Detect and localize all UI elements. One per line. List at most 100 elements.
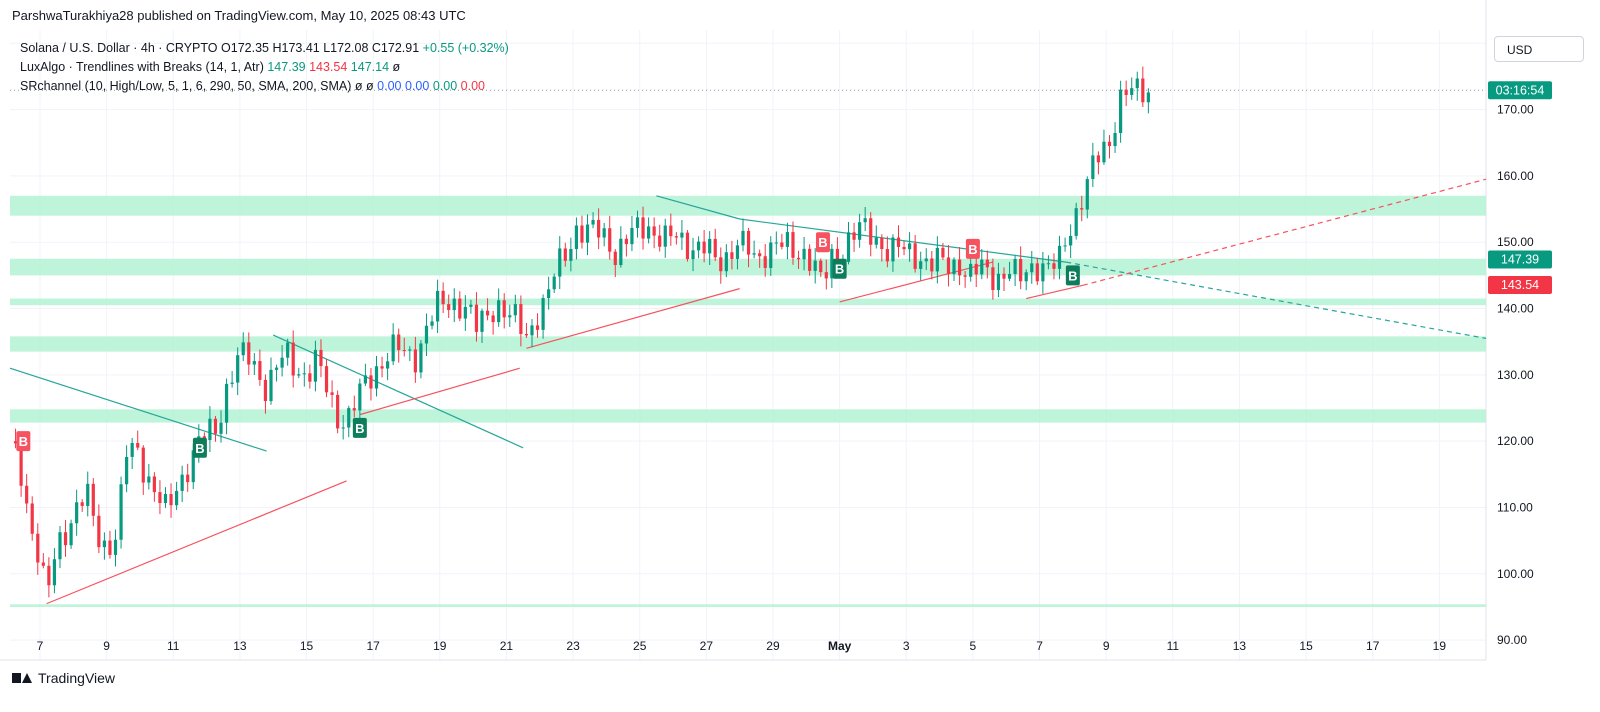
- candle-body: [1091, 155, 1095, 180]
- candle-body: [680, 232, 684, 238]
- candle-body: [236, 355, 240, 383]
- candle-body: [891, 237, 895, 262]
- candle-body: [397, 334, 401, 351]
- break-buy-marker: [832, 258, 847, 279]
- candle-body: [1046, 263, 1051, 265]
- publish-attribution: ParshwaTurakhiya28 published on TradingV…: [12, 8, 466, 23]
- sr-zone: [10, 336, 1486, 352]
- candle-body: [963, 275, 967, 277]
- indicator-1-name: LuxAlgo · Trendlines with Breaks (14, 1,…: [20, 60, 264, 74]
- indicator-1-value-1: 147.39: [267, 60, 306, 74]
- candle-body: [802, 248, 806, 260]
- legend-indicator-2[interactable]: SRchannel (10, High/Low, 5, 1, 6, 290, 5…: [20, 77, 509, 96]
- indicator-2-value-4: 0.00: [460, 79, 485, 93]
- candle-body: [1019, 258, 1023, 282]
- candle-body: [824, 272, 828, 279]
- candle-body: [108, 540, 112, 555]
- candle-body: [674, 236, 678, 238]
- candle-body: [125, 456, 129, 485]
- candle-body: [785, 232, 790, 247]
- candle-body: [47, 565, 51, 586]
- candle-body: [180, 474, 184, 491]
- x-tick-label: 29: [766, 639, 780, 653]
- trendline-resistance: [656, 195, 740, 220]
- candle-body: [913, 243, 917, 269]
- indicator-2-value-0: ø ø: [354, 79, 374, 93]
- candle-body: [985, 259, 989, 268]
- candle-body: [113, 539, 118, 555]
- candle-body: [163, 494, 168, 504]
- indicator-1-value-2: 143.54: [309, 60, 348, 74]
- candle-body: [730, 252, 734, 259]
- candle-body: [1041, 263, 1045, 282]
- candle-body: [1085, 179, 1089, 210]
- x-tick-label: 3: [903, 639, 910, 653]
- candle-body: [1069, 235, 1073, 246]
- break-marker-label: B: [355, 421, 364, 436]
- price-axis-label-text: 143.54: [1501, 278, 1539, 292]
- candle-body: [735, 245, 740, 259]
- candle-body: [619, 238, 623, 266]
- currency-button[interactable]: USD: [1494, 36, 1584, 62]
- candle-body: [1074, 208, 1078, 236]
- candle-body: [147, 476, 151, 483]
- tradingview-footer[interactable]: TradingView: [12, 670, 115, 686]
- x-tick-label: 7: [37, 639, 44, 653]
- candle-body: [819, 260, 823, 273]
- candle-body: [213, 418, 218, 434]
- candle-body: [291, 342, 295, 376]
- candle-body: [713, 238, 717, 258]
- price-axis-label-text: 03:16:54: [1496, 83, 1545, 97]
- candle-body: [580, 225, 584, 243]
- candle-body: [358, 383, 362, 411]
- y-tick-label: 120.00: [1497, 434, 1534, 448]
- candle-body: [97, 515, 101, 548]
- break-marker-label: B: [19, 434, 28, 449]
- trendline-support: [1082, 178, 1487, 286]
- ohlc-change: +0.55 (+0.32%): [422, 41, 509, 55]
- trendline-resistance: [1066, 261, 1487, 339]
- break-sell-marker: [965, 238, 980, 259]
- legend-symbol-row: Solana / U.S. Dollar · 4h · CRYPTO O172.…: [20, 39, 509, 58]
- symbol-name[interactable]: Solana / U.S. Dollar · 4h · CRYPTO: [20, 41, 218, 55]
- candle-body: [1107, 141, 1112, 147]
- candle-body: [430, 321, 434, 326]
- candle-body: [502, 300, 506, 318]
- candle-body: [608, 228, 612, 252]
- candle-body: [796, 257, 801, 260]
- candle-body: [1024, 272, 1028, 282]
- candle-body: [858, 222, 862, 240]
- legend-indicator-1[interactable]: LuxAlgo · Trendlines with Breaks (14, 1,…: [20, 58, 509, 77]
- indicator-2-name: SRchannel (10, High/Low, 5, 1, 6, 290, 5…: [20, 79, 352, 93]
- candle-body: [719, 257, 723, 272]
- trendline-resistance: [739, 218, 1067, 263]
- candle-body: [763, 256, 767, 268]
- candle-body: [869, 218, 873, 245]
- candle-body: [1035, 263, 1039, 282]
- tradingview-brand: TradingView: [38, 670, 116, 686]
- candle-body: [319, 349, 323, 367]
- trendline-resistance: [9, 367, 267, 452]
- candle-body: [924, 258, 928, 262]
- candle-body: [174, 490, 179, 506]
- candle-body: [441, 290, 445, 305]
- candle-body: [863, 218, 867, 223]
- candle-body: [80, 502, 84, 506]
- candle-body: [930, 258, 934, 272]
- candle-body: [524, 334, 529, 336]
- ohlc-close: C172.91: [371, 41, 420, 55]
- candle-body: [263, 379, 268, 402]
- break-marker-label: B: [968, 242, 977, 257]
- candle-body: [874, 237, 878, 245]
- x-tick-label: 19: [433, 639, 447, 653]
- sr-zone: [10, 604, 1486, 607]
- candle-body: [36, 533, 40, 563]
- sr-zone: [10, 298, 1486, 306]
- candle-body: [663, 225, 667, 247]
- candle-body: [791, 232, 795, 258]
- candle-body: [458, 298, 462, 319]
- candle-body: [852, 232, 856, 240]
- candle-body: [136, 443, 140, 448]
- x-tick-label: 11: [167, 639, 180, 653]
